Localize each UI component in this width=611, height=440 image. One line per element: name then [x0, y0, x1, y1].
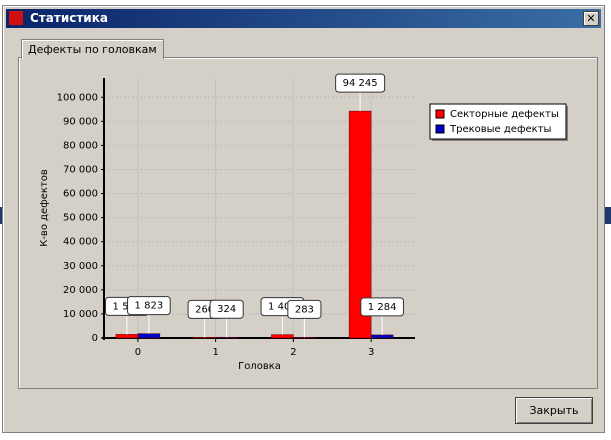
legend-swatch — [435, 109, 445, 119]
window-title: Статистика — [30, 11, 108, 25]
value-label-box — [360, 297, 404, 317]
bar — [137, 333, 161, 339]
y-axis-label: К-во дефектов — [39, 169, 50, 247]
value-label-box — [209, 299, 244, 319]
bar — [293, 337, 316, 339]
value-label-box — [335, 73, 386, 93]
legend — [429, 103, 567, 140]
bar — [193, 337, 216, 339]
x-tick-label: 0 — [135, 347, 141, 358]
x-tick-label: 3 — [368, 347, 374, 358]
y-tick-label: 60 000 — [63, 189, 98, 200]
y-tick-label: 30 000 — [63, 261, 98, 272]
app-icon — [9, 11, 23, 25]
value-label-box — [127, 296, 171, 316]
x-axis-label: Головка — [238, 361, 281, 372]
title-bar: Статистика ✕ — [6, 9, 601, 28]
y-tick-label: 10 000 — [63, 309, 98, 320]
y-tick-label: 40 000 — [63, 237, 98, 248]
y-tick-label: 90 000 — [63, 116, 98, 127]
y-tick-label: 0 — [92, 333, 98, 344]
background-edge — [603, 207, 611, 224]
bar — [215, 336, 238, 339]
tab-panel — [18, 57, 598, 389]
window: Статистика ✕ Дефекты по головкам Закрыть — [2, 5, 605, 433]
legend-label: Секторные дефекты — [450, 109, 559, 120]
value-label-box — [287, 299, 322, 319]
value-label: 1 400 — [268, 302, 297, 313]
legend-label: Трековые дефекты — [449, 124, 551, 135]
value-label: 94 245 — [343, 78, 378, 89]
y-tick-label: 80 000 — [63, 140, 98, 151]
y-tick-label: 50 000 — [63, 213, 98, 224]
value-label: 1 284 — [368, 302, 397, 313]
bar — [115, 334, 139, 339]
value-label: 324 — [217, 304, 236, 315]
y-tick-label: 70 000 — [63, 164, 98, 175]
bar — [271, 334, 294, 339]
y-tick-label: 100 000 — [57, 92, 98, 103]
value-label: 260 — [195, 304, 214, 315]
value-label: 283 — [295, 304, 314, 315]
bar — [370, 334, 394, 339]
y-tick-label: 20 000 — [63, 285, 98, 296]
x-tick-label: 2 — [290, 347, 296, 358]
x-tick-label: 1 — [212, 347, 218, 358]
legend-swatch — [435, 124, 445, 134]
close-button[interactable]: ✕ — [583, 11, 599, 26]
value-label: 1 500 — [113, 301, 142, 312]
value-label: 1 823 — [135, 301, 164, 312]
close-dialog-button[interactable]: Закрыть — [515, 397, 593, 424]
tab[interactable]: Дефекты по головкам — [21, 39, 164, 59]
